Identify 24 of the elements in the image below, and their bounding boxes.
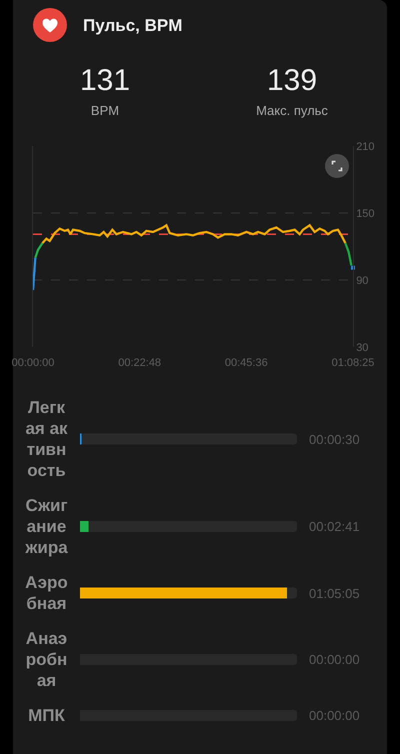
x-tick-label: 00:00:00 [12,357,54,369]
text: BPM [90,103,120,119]
data-label: 00:00:00 [309,708,360,723]
x-tick-label: 00:22:48 [118,357,162,369]
chart-title: Пульс, BPM [83,15,182,37]
y-tick-label: Сжигание жира [24,495,69,558]
data-label: 00:00:30 [309,432,360,447]
y-tick-label: 150 [356,208,375,220]
text: 139 [266,64,318,98]
y-tick-label: Легкая активность [24,397,69,481]
x-tick-label: 01:08:25 [332,357,374,369]
text: 131 [80,64,130,98]
data-label: 01:05:05 [309,586,360,601]
x-tick-label: 00:45:36 [224,357,268,369]
y-tick-label: 210 [356,140,375,153]
y-tick-label: Аэробная [24,572,69,614]
data-label: 00:00:00 [309,652,360,667]
data-label: 00:02:41 [309,519,360,534]
line-series [41,224,346,244]
y-tick-label: 90 [356,274,368,287]
text: Макс. пульс [256,103,328,119]
y-tick-label: МПК [27,705,66,726]
y-tick-label: Анаэробная [24,628,68,691]
y-tick-label: 30 [356,342,368,354]
